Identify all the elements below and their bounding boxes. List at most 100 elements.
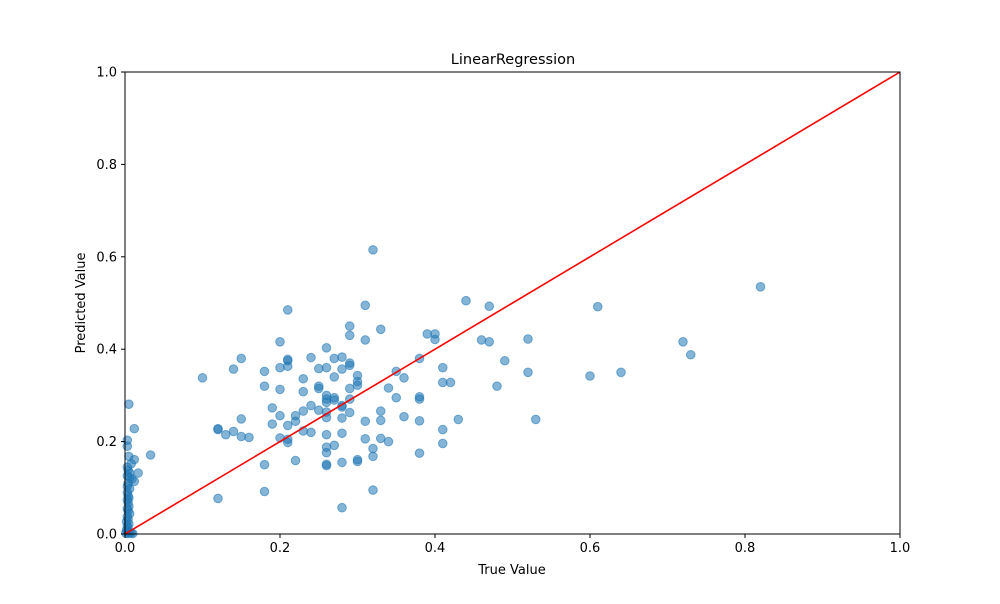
data-point <box>360 434 371 444</box>
data-point <box>321 397 332 408</box>
data-point <box>337 352 347 362</box>
data-point <box>399 411 409 422</box>
data-point <box>236 414 247 424</box>
data-point <box>592 301 603 312</box>
data-point <box>461 295 471 306</box>
data-point <box>306 427 316 438</box>
data-point <box>259 381 270 391</box>
data-point <box>685 349 696 360</box>
data-point <box>337 364 347 374</box>
y-tick-label: 1.0 <box>96 66 117 81</box>
data-point <box>275 410 285 421</box>
data-point <box>437 424 448 435</box>
data-point <box>133 468 143 478</box>
y-tick-label: 0.6 <box>96 250 117 265</box>
data-point <box>368 451 378 462</box>
data-point <box>755 282 766 292</box>
data-point <box>282 305 293 315</box>
data-point <box>437 362 448 373</box>
data-point <box>368 443 378 454</box>
data-point <box>129 423 140 434</box>
data-point <box>344 330 355 341</box>
data-point <box>213 424 223 435</box>
data-point <box>313 405 324 415</box>
data-point <box>313 383 324 394</box>
x-tick-label: 1.0 <box>890 541 911 556</box>
reference-line <box>124 71 901 535</box>
data-point <box>275 337 285 347</box>
data-point <box>321 447 332 458</box>
data-point <box>476 335 487 345</box>
data-point <box>484 301 495 312</box>
data-point <box>375 415 386 426</box>
data-point <box>197 373 208 383</box>
x-tick-label: 0.4 <box>425 541 446 556</box>
data-point <box>124 399 134 409</box>
data-point <box>352 456 363 467</box>
data-point <box>220 429 231 440</box>
data-point <box>321 343 332 353</box>
data-point <box>282 420 293 431</box>
data-point <box>321 362 332 373</box>
data-point <box>321 429 332 440</box>
data-point <box>228 364 239 374</box>
data-point <box>585 371 595 381</box>
data-point <box>499 355 510 366</box>
data-point <box>453 414 464 425</box>
data-point <box>306 352 316 363</box>
reference-line-layer <box>124 71 901 535</box>
data-point <box>523 367 533 378</box>
data-point <box>236 353 247 364</box>
data-point <box>375 324 386 335</box>
data-point <box>445 377 456 388</box>
data-point <box>213 493 223 504</box>
data-point <box>530 414 541 425</box>
data-point <box>298 386 309 397</box>
data-point <box>344 321 355 331</box>
data-point <box>430 334 440 345</box>
data-point <box>337 457 347 468</box>
x-tick-label: 0.0 <box>115 541 136 556</box>
data-point <box>383 436 394 447</box>
data-point <box>344 407 355 418</box>
data-point <box>344 383 355 394</box>
x-tick-label: 0.6 <box>580 541 601 556</box>
data-point <box>344 360 355 371</box>
data-point <box>122 441 133 452</box>
data-point <box>298 406 309 416</box>
data-point <box>337 413 347 423</box>
data-point <box>275 384 285 395</box>
data-point <box>360 335 371 345</box>
data-point <box>282 437 293 448</box>
y-axis-label: Predicted Value <box>74 253 89 354</box>
data-point <box>313 363 324 374</box>
data-point <box>368 245 378 255</box>
data-point <box>329 353 340 364</box>
x-tick-label: 0.2 <box>270 541 291 556</box>
x-tick-label: 0.8 <box>735 541 756 556</box>
data-point <box>259 366 270 377</box>
data-point <box>259 486 270 497</box>
data-point <box>290 416 301 427</box>
data-point <box>306 400 316 411</box>
data-point <box>360 416 371 427</box>
data-point <box>145 450 156 460</box>
axes-layer: 0.0 0.2 0.4 0.6 0.8 1.0 0.0 0.2 0.4 0.6 0.8 1.0 <box>96 66 910 557</box>
data-point <box>267 403 278 413</box>
data-point <box>484 337 495 347</box>
data-point <box>368 485 378 495</box>
x-axis-label: True Value <box>477 563 545 578</box>
plot-frame <box>124 71 901 535</box>
y-tick-label: 0.0 <box>96 528 117 543</box>
chart-title: LinearRegression <box>451 52 575 68</box>
data-point <box>375 406 386 416</box>
data-point <box>414 416 425 426</box>
data-point <box>329 372 340 382</box>
data-point <box>391 392 402 403</box>
data-point <box>383 383 394 393</box>
y-tick-label: 0.8 <box>96 158 117 173</box>
data-point <box>290 455 301 466</box>
data-point <box>267 419 278 429</box>
